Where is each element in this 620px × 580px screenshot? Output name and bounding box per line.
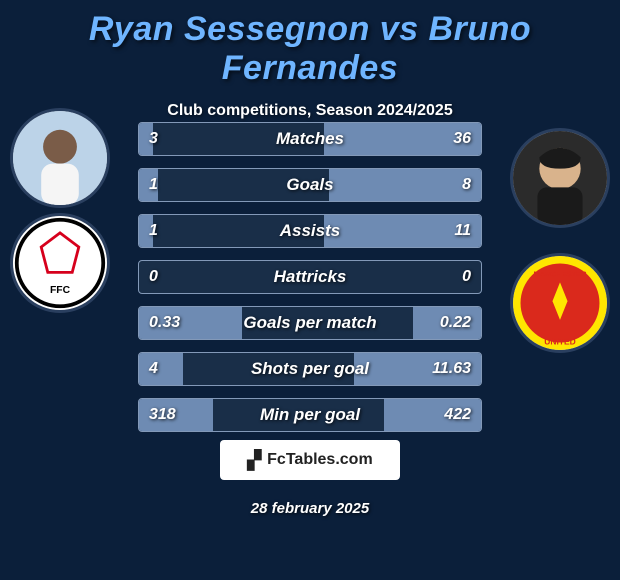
stat-row: 3 Matches 36: [138, 122, 482, 156]
stat-right-value: 11.63: [432, 353, 471, 385]
stat-label: Shots per goal: [139, 353, 481, 385]
stat-label: Matches: [139, 123, 481, 155]
stat-label: Assists: [139, 215, 481, 247]
svg-text:UNITED: UNITED: [544, 336, 575, 346]
footer-brand-text: FcTables.com: [267, 451, 373, 469]
stat-row: 0 Hattricks 0: [138, 260, 482, 294]
stat-label: Goals per match: [139, 307, 481, 339]
stat-right-value: 0: [462, 261, 471, 293]
svg-text:MANCHESTER: MANCHESTER: [533, 270, 587, 279]
stat-label: Hattricks: [139, 261, 481, 293]
stat-row: 4 Shots per goal 11.63: [138, 352, 482, 386]
stat-label: Min per goal: [139, 399, 481, 431]
player-right-avatar: [510, 128, 610, 228]
svg-text:FFC: FFC: [50, 285, 71, 296]
stat-row: 318 Min per goal 422: [138, 398, 482, 432]
stat-right-value: 422: [444, 399, 471, 431]
stat-right-value: 0.22: [440, 307, 471, 339]
chart-icon: ▞: [247, 450, 261, 471]
date-text: 28 february 2025: [0, 500, 620, 517]
page-subtitle: Club competitions, Season 2024/2025: [0, 102, 620, 120]
stat-row: 1 Assists 11: [138, 214, 482, 248]
stat-right-value: 11: [454, 215, 471, 247]
player-left-avatar: [10, 108, 110, 208]
stat-row: 1 Goals 8: [138, 168, 482, 202]
club-left-badge: FFC: [10, 213, 110, 313]
club-right-badge: MANCHESTER UNITED: [510, 253, 610, 353]
page-title: Ryan Sessegnon vs Bruno Fernandes: [0, 0, 620, 88]
stat-right-value: 36: [453, 123, 471, 155]
stats-bars: 3 Matches 36 1 Goals 8 1 Assists 11 0 Ha…: [138, 122, 482, 444]
stat-label: Goals: [139, 169, 481, 201]
stat-row: 0.33 Goals per match 0.22: [138, 306, 482, 340]
stat-right-value: 8: [462, 169, 471, 201]
footer-brand: ▞ FcTables.com: [220, 440, 400, 480]
